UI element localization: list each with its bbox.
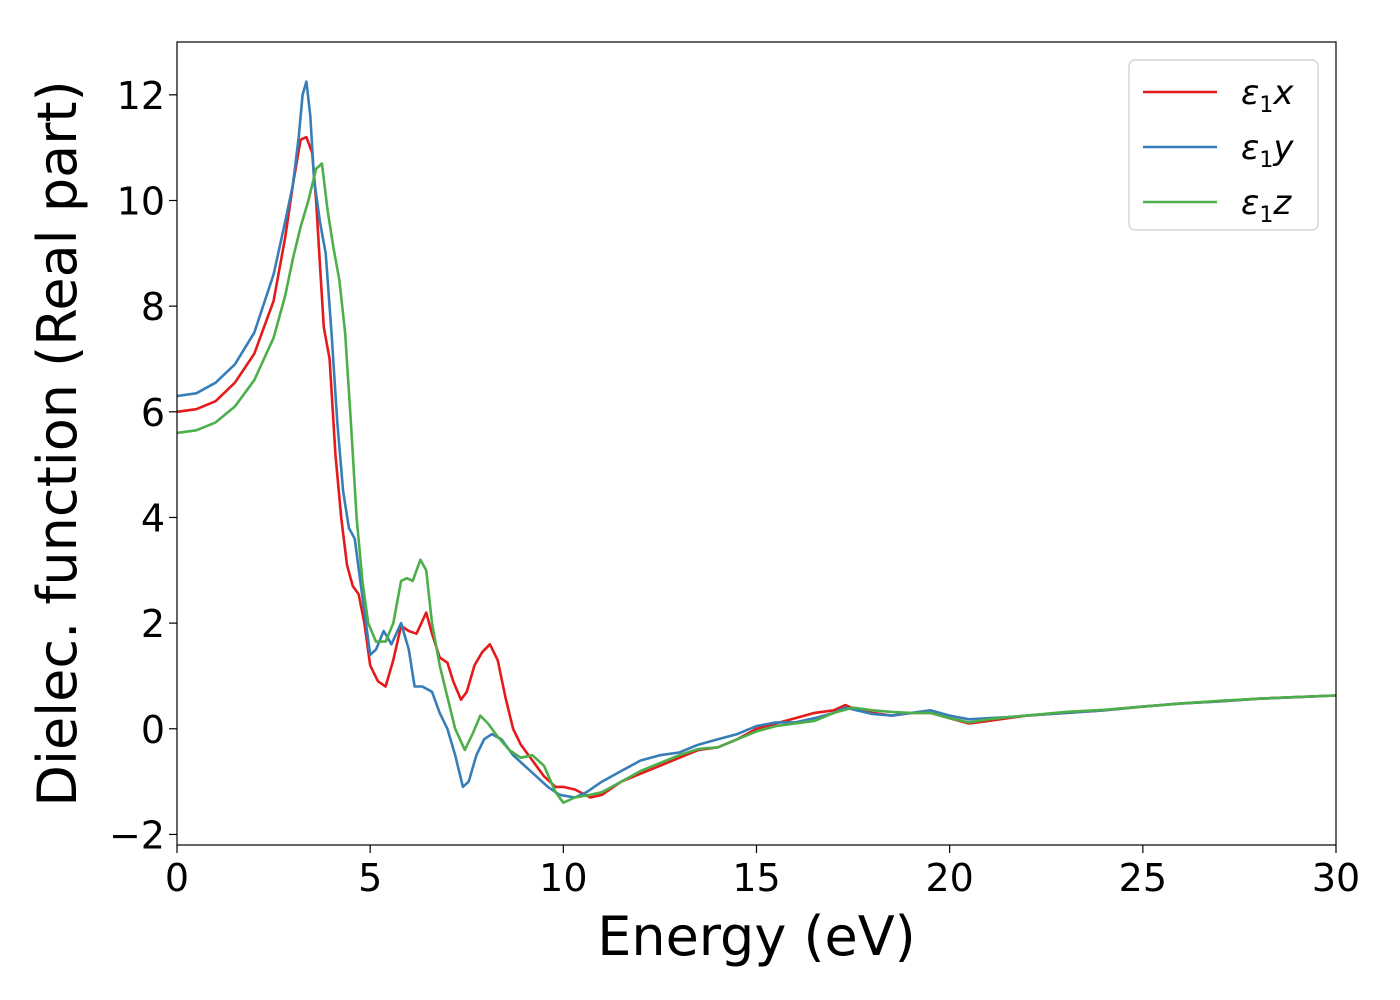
x-tick-label: 15 xyxy=(732,856,780,900)
x-tick-label: 20 xyxy=(925,856,973,900)
legend-label-0: ε1x xyxy=(1241,73,1294,118)
x-axis-label: Energy (eV) xyxy=(597,905,916,968)
series-layer xyxy=(176,80,1337,804)
x-tick-label: 5 xyxy=(358,856,382,900)
y-tick-label: 12 xyxy=(117,74,165,118)
x-tick-label: 10 xyxy=(539,856,587,900)
y-tick-label: 10 xyxy=(117,179,165,223)
x-tick-label: 0 xyxy=(165,856,189,900)
legend: ε1x ε1y ε1z xyxy=(1128,59,1319,231)
legend-label-1: ε1y xyxy=(1241,128,1294,173)
y-tick-label: 4 xyxy=(141,496,165,540)
y-tick-label: −2 xyxy=(109,813,165,857)
series-line-2 xyxy=(176,162,1337,804)
y-axis-label: Dielec. function (Real part) xyxy=(26,80,89,806)
y-tick-label: 6 xyxy=(141,391,165,435)
x-tick-label: 25 xyxy=(1119,856,1167,900)
y-tick-label: 2 xyxy=(141,602,165,646)
y-tick-label: 0 xyxy=(141,708,165,752)
x-tick-label: 30 xyxy=(1312,856,1360,900)
y-tick-label: 8 xyxy=(141,285,165,329)
legend-box xyxy=(1128,59,1319,231)
legend-label-2: ε1z xyxy=(1241,183,1292,228)
